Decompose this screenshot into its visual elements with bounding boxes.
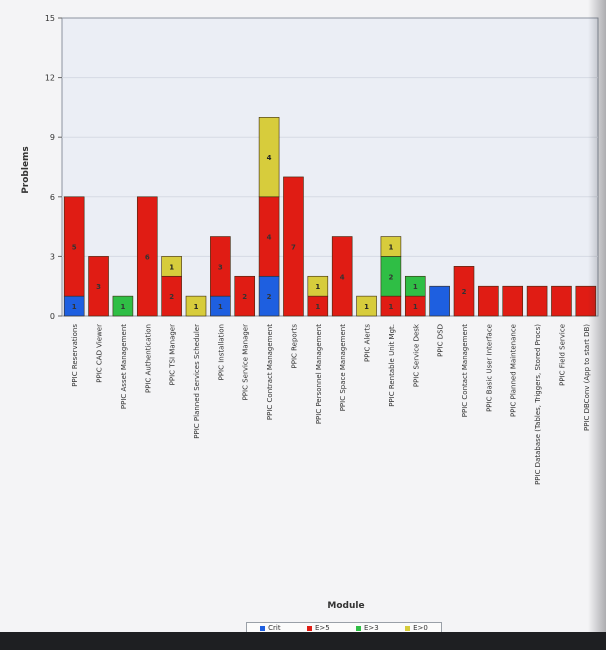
legend-item: E>3	[356, 624, 379, 632]
legend-label: Crit	[268, 624, 281, 632]
x-axis-ticks: PPIC Reservations PPIC CAD Viewer PPIC Ass…	[71, 323, 591, 485]
bar-value-label: 1	[218, 303, 223, 311]
bar-value-label: 1	[413, 303, 418, 311]
screen-edge-shade	[588, 0, 606, 650]
bar-segment	[210, 236, 231, 297]
y-axis-label: Problems	[21, 146, 31, 194]
x-tick-label: PPIC DSD	[437, 324, 445, 357]
bar-value-label: 3	[96, 283, 101, 291]
bar-segment	[283, 176, 304, 317]
bar-value-label: 1	[388, 243, 393, 251]
x-tick-label: PPIC Authentication	[144, 324, 152, 393]
bar-value-label: 2	[169, 293, 174, 301]
legend-swatch	[306, 625, 312, 631]
x-tick-label: PPIC Reports	[290, 324, 298, 369]
bar-segment	[575, 285, 597, 317]
bar-segment	[307, 275, 329, 297]
bar-segment	[88, 256, 109, 317]
x-tick-label: PPIC Personnel Management	[315, 324, 323, 424]
legend-swatch	[356, 625, 361, 631]
y-tick-label: 0	[50, 312, 55, 321]
x-tick-label: PPIC Service Desk	[412, 323, 420, 387]
bar-value-label: 2	[267, 293, 272, 301]
x-tick-label: PPIC Planned Services Scheduler	[193, 324, 201, 439]
bar-segment	[526, 285, 548, 317]
bar-segment	[453, 266, 475, 317]
legend-swatch	[405, 625, 411, 631]
x-tick-label: PPIC TSI Manager	[169, 324, 177, 385]
bar-segment	[380, 236, 402, 257]
x-axis-label: Module	[327, 601, 364, 611]
bar-segment	[551, 285, 572, 317]
bar-segment	[356, 295, 377, 317]
bar-segment	[136, 196, 158, 317]
x-tick-label: PPIC Service Manager	[242, 324, 250, 401]
bar-segment	[404, 275, 426, 297]
bar-segment	[258, 117, 280, 198]
x-tick-label: PPIC Field Service	[558, 324, 566, 386]
bar-value-label: 5	[72, 243, 77, 251]
monitor-bezel	[0, 632, 606, 650]
legend-swatch	[260, 625, 266, 631]
legend-item: E>5	[306, 624, 330, 632]
x-tick-label: PPIC Contact Management	[461, 324, 469, 417]
bar-value-label: 1	[364, 303, 369, 311]
x-tick-label: PPIC DBConv (App to start DB)	[583, 324, 591, 431]
bar-segment	[185, 295, 207, 317]
bar-segment	[478, 285, 499, 317]
y-tick-label: 6	[50, 193, 55, 202]
bar-value-label: 6	[145, 253, 150, 261]
y-tick-label: 12	[45, 74, 55, 83]
bar-segment	[331, 236, 353, 317]
bar-value-label: 4	[340, 273, 345, 281]
x-tick-label: PPIC Asset Management	[120, 324, 128, 409]
y-tick-label: 3	[50, 252, 55, 261]
y-tick-label: 15	[45, 14, 55, 23]
bar-value-label: 4	[267, 234, 272, 242]
bar-value-label: 4	[267, 154, 272, 162]
legend-item: E>0	[405, 624, 428, 632]
x-tick-label: PPIC Reservations	[71, 324, 79, 387]
bar-value-label: 1	[194, 303, 199, 311]
bar-segment	[63, 196, 85, 297]
legend-label: E>5	[314, 624, 330, 632]
x-tick-label: PPIC Rentable Unit Mgt.	[388, 324, 396, 407]
bar-value-label: 1	[413, 283, 418, 291]
x-tick-label: PPIC Database (Tables, Triggers, Stored …	[534, 324, 542, 485]
y-tick-label: 9	[50, 133, 55, 142]
bar-value-label: 2	[242, 293, 247, 301]
bar-value-label: 2	[388, 273, 393, 281]
bar-value-label: 1	[120, 303, 125, 311]
bar-segment	[429, 285, 450, 317]
x-tick-label: PPIC Contract Management	[266, 324, 274, 420]
bar-segment	[161, 256, 182, 277]
bars: 1 5 3 1 6 2 1 1 1 3 2 2 4 4 7 1 1 4 1 1 2 1 1 1 2	[63, 117, 597, 317]
bar-segment	[112, 295, 134, 317]
x-tick-label: PPIC Alerts	[364, 324, 372, 362]
bar-value-label: 3	[218, 263, 223, 271]
x-tick-label: PPIC CAD Viewer	[96, 324, 104, 383]
x-tick-label: PPIC Installation	[217, 324, 225, 380]
x-tick-label: PPIC Basic User Interface	[485, 324, 493, 412]
legend-label: E>3	[364, 624, 379, 632]
bar-value-label: 1	[388, 303, 393, 311]
bar-value-label: 7	[291, 243, 296, 251]
bar-value-label: 2	[462, 288, 467, 296]
bar-value-label: 1	[315, 303, 320, 311]
bar-value-label: 1	[72, 303, 77, 311]
x-tick-label: PPIC Space Management	[339, 324, 347, 412]
legend-item: Crit	[260, 624, 281, 632]
bar-segment	[234, 275, 256, 317]
bar-value-label: 1	[169, 263, 174, 271]
bar-value-label: 1	[315, 283, 320, 291]
bar-segment	[502, 285, 524, 317]
y-axis-ticks: 0 3 6 9 12 15	[45, 14, 62, 321]
legend-label: E>0	[413, 624, 428, 632]
x-tick-label: PPIC Planned Maintenance	[510, 324, 518, 417]
